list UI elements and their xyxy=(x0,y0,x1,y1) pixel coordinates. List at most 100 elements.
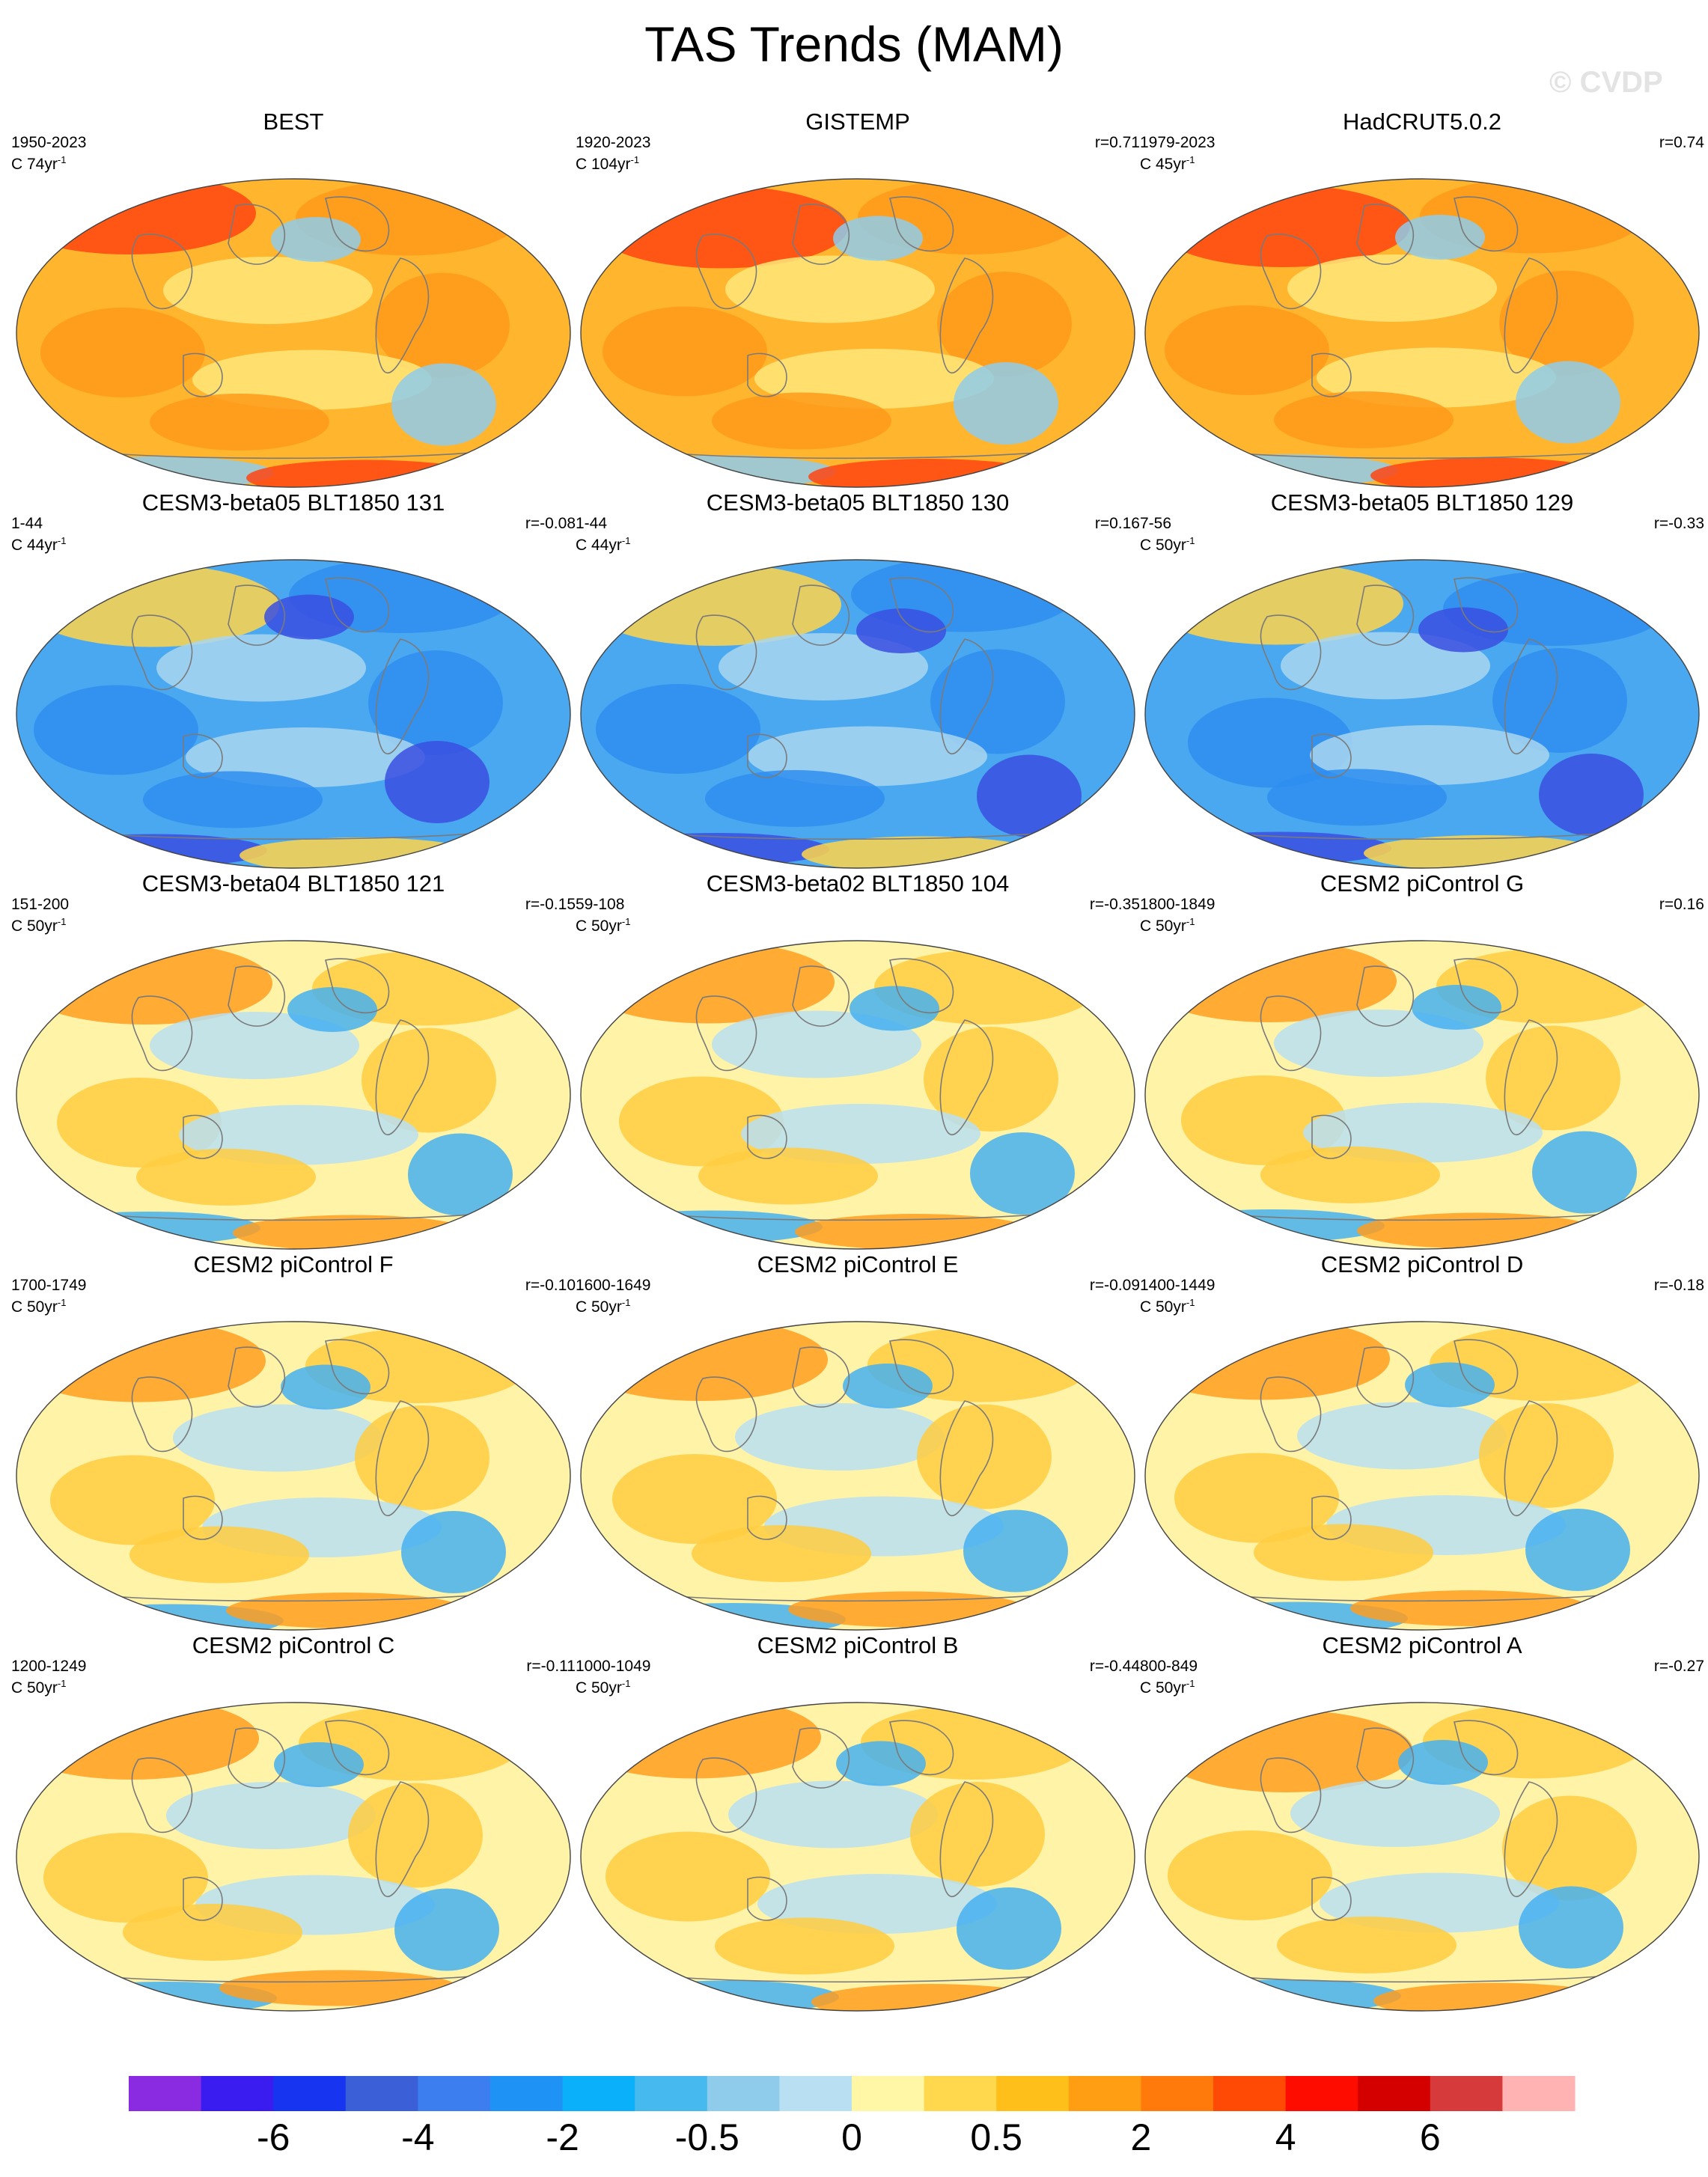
cvdp-watermark: © CVDP xyxy=(1549,66,1663,99)
anomaly-region xyxy=(712,392,891,450)
anomaly-region xyxy=(129,1526,309,1584)
global-map xyxy=(580,1321,1135,1631)
coastline xyxy=(325,1339,390,1395)
anomaly-region xyxy=(391,363,496,446)
period-label: 1400-1449 xyxy=(1140,1277,1216,1294)
period-label: 1950-2023 xyxy=(11,134,87,151)
anomaly-region xyxy=(612,1454,777,1544)
coastline xyxy=(1504,257,1558,374)
correlation-label: r=-0.27 xyxy=(1653,1658,1704,1675)
panel-title: CESM3-beta05 BLT1850 130 xyxy=(706,489,1010,516)
map-panel: CESM2 piControl E 1600-1649 C 50yr-1 r=-0.0… xyxy=(576,1251,1140,1633)
colorbar-swatch xyxy=(1430,2076,1503,2111)
anomaly-region xyxy=(1525,1509,1630,1591)
units-label: C 50yr-1 xyxy=(11,916,67,935)
period-label: 7-56 xyxy=(1140,515,1172,532)
coastline xyxy=(665,831,1055,840)
anomaly-region xyxy=(57,1078,222,1167)
colorbar-tick-label: 6 xyxy=(1419,2116,1441,2158)
period-label: 1979-2023 xyxy=(1140,134,1216,151)
anomaly-region xyxy=(619,1076,784,1167)
anomaly-region xyxy=(150,1012,359,1079)
map-panel: BEST 1950-2023 C 74yr-1 xyxy=(11,109,576,490)
anomaly-region xyxy=(401,1511,506,1593)
anomaly-region xyxy=(970,1132,1075,1215)
coastline xyxy=(792,584,850,646)
correlation-label: r=0.71 xyxy=(1094,134,1140,151)
colorbar-tick-label: 0.5 xyxy=(970,2116,1022,2158)
coastline xyxy=(665,1212,1055,1221)
coastline xyxy=(889,196,954,252)
coastline xyxy=(183,1876,223,1921)
units-label: C 50yr-1 xyxy=(1140,916,1195,935)
coastline xyxy=(695,614,757,691)
coastline xyxy=(100,1212,491,1221)
map-panel: CESM3-beta05 BLT1850 131 1-44 C 44yr-1 r=-0… xyxy=(11,489,576,871)
anomaly-region xyxy=(1188,697,1352,788)
anomaly-region xyxy=(1181,1075,1346,1165)
coastline xyxy=(747,1876,787,1921)
coastline xyxy=(183,733,223,778)
panel-title: CESM2 piControl F xyxy=(193,1251,394,1277)
coastline xyxy=(1356,1727,1415,1789)
anomaly-region xyxy=(173,1404,382,1472)
colorbar-swatch xyxy=(1068,2076,1141,2111)
period-label: 1600-1649 xyxy=(576,1277,651,1294)
colorbar-tick-label: -2 xyxy=(546,2116,579,2158)
coastline xyxy=(1454,958,1519,1014)
coastline xyxy=(375,1400,430,1517)
map-panel: CESM3-beta02 BLT1850 104 59-108 C 50yr-1 r=… xyxy=(576,870,1140,1252)
coastline xyxy=(375,1019,430,1136)
anomaly-region xyxy=(1274,391,1454,448)
coastline xyxy=(100,451,491,459)
correlation-label: r=-0.18 xyxy=(1653,1277,1704,1294)
anomaly-region xyxy=(1281,632,1490,700)
coastline xyxy=(100,1593,491,1602)
coastline xyxy=(375,257,430,374)
colorbar-tick-label: 0 xyxy=(841,2116,862,2158)
coastline xyxy=(1356,965,1415,1027)
anomaly-region xyxy=(715,1917,894,1975)
anomaly-region xyxy=(394,1888,499,1971)
coastline xyxy=(1311,1495,1352,1540)
anomaly-region xyxy=(40,308,205,397)
anomaly-region xyxy=(836,1741,926,1786)
anomaly-region xyxy=(977,754,1082,837)
map-panel: GISTEMP 1920-2023 C 104yr-1 r=0.71 xyxy=(576,109,1140,490)
anomaly-region xyxy=(264,594,354,640)
colorbar-swatch xyxy=(273,2076,347,2111)
coastline xyxy=(1260,1376,1322,1453)
anomaly-region xyxy=(1168,1831,1332,1920)
coastline xyxy=(1454,1339,1519,1395)
panel-title: CESM2 piControl C xyxy=(192,1632,395,1658)
coastline xyxy=(131,1757,193,1833)
anomaly-region xyxy=(1499,270,1634,376)
colorbar-swatch xyxy=(996,2076,1070,2111)
coastline xyxy=(792,204,850,265)
coastline xyxy=(1504,638,1558,755)
coastline xyxy=(131,1376,193,1453)
global-map xyxy=(16,940,571,1250)
coastline xyxy=(1229,451,1620,459)
global-map xyxy=(16,178,571,488)
anomaly-region xyxy=(385,741,489,823)
anomaly-region xyxy=(1174,1453,1339,1543)
colorbar-swatch xyxy=(201,2076,274,2111)
coastline xyxy=(792,965,850,1027)
anomaly-region xyxy=(362,1028,496,1133)
coastline xyxy=(1504,1400,1558,1517)
anomaly-region xyxy=(725,255,935,323)
correlation-label: r=0.16 xyxy=(1659,896,1704,913)
coastline xyxy=(1260,995,1322,1072)
correlation-label: r=-0.08 xyxy=(525,515,576,532)
units-label: C 50yr-1 xyxy=(576,1297,631,1316)
anomaly-region xyxy=(375,272,510,378)
map-panel: CESM2 piControl C 1200-1249 C 50yr-1 r=-0.1… xyxy=(11,1632,576,2014)
coastline xyxy=(1356,584,1415,646)
coastline xyxy=(889,958,954,1014)
period-label: 1700-1749 xyxy=(11,1277,87,1294)
colorbar-swatch xyxy=(1285,2076,1358,2111)
anomaly-region xyxy=(705,770,885,827)
colorbar-swatch xyxy=(1358,2076,1431,2111)
units-label: C 50yr-1 xyxy=(576,1678,631,1697)
